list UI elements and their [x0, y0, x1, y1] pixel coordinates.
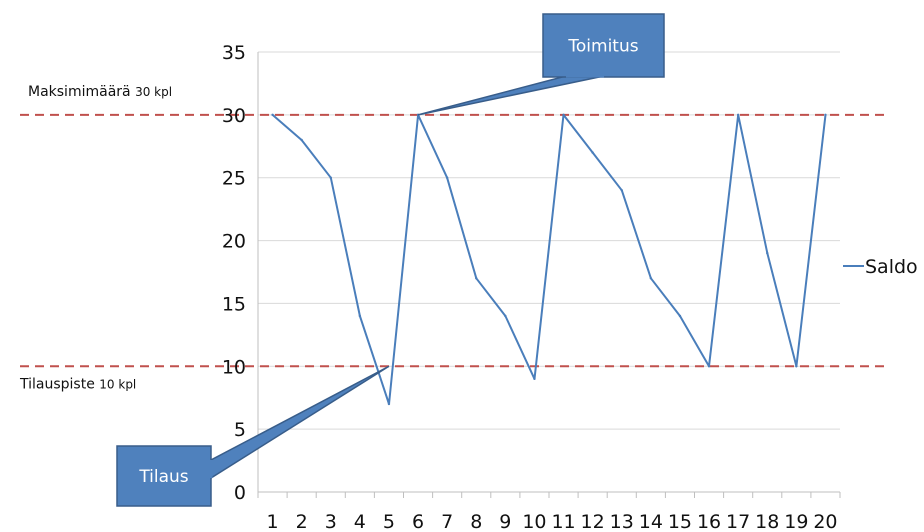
- data-point-16: [707, 365, 711, 368]
- x-tick-label-17: 17: [726, 511, 750, 532]
- data-point-13: [620, 189, 623, 192]
- x-tick-label-18: 18: [755, 511, 779, 532]
- callout-toimitus-box: [542, 13, 665, 78]
- y-tick-label-30: 30: [222, 105, 246, 127]
- y-tick-label-35: 35: [222, 42, 246, 64]
- x-tick-label-16: 16: [697, 511, 721, 532]
- x-tick-label-14: 14: [639, 511, 663, 532]
- data-point-12: [591, 151, 594, 154]
- callouts: Toimitus Tilaus: [116, 13, 665, 507]
- y-tick-label-5: 5: [234, 419, 246, 441]
- data-point-11: [562, 113, 565, 117]
- data-point-3: [329, 176, 332, 179]
- data-point-20: [824, 113, 827, 117]
- data-point-8: [475, 277, 478, 280]
- data-point-19: [795, 365, 798, 368]
- y-tick-label-0: 0: [234, 482, 246, 504]
- x-tick-label-12: 12: [581, 511, 605, 532]
- x-tick-label-11: 11: [551, 511, 575, 532]
- reference-label-10: Tilauspiste 10 kpl: [19, 376, 136, 392]
- x-tick-label-4: 4: [354, 511, 366, 532]
- reference-label-30: Maksimimäärä 30 kpl: [28, 84, 172, 100]
- y-tick-label-25: 25: [222, 168, 246, 190]
- series-saldo: [271, 113, 827, 406]
- y-tick-labels: 0 5 10 15 20 25 30 35: [222, 42, 246, 504]
- reference-lines: Maksimimäärä 30 kpl Tilauspiste 10 kpl: [19, 84, 890, 392]
- series-line-saldo: [271, 113, 827, 405]
- x-tick-label-8: 8: [470, 511, 482, 532]
- x-tick-label-15: 15: [668, 511, 692, 532]
- data-point-18: [766, 251, 769, 255]
- x-tick-label-20: 20: [813, 511, 837, 532]
- x-tick-label-7: 7: [441, 511, 453, 532]
- y-tick-label-10: 10: [222, 356, 246, 378]
- data-point-10: [533, 377, 536, 381]
- x-tick-labels: 1 2 3 4 5 6 7 8 9 10 11 12 13 14 15 16 17 18 19 20: [267, 511, 838, 532]
- legend-label-saldo: Saldo: [865, 256, 918, 278]
- data-point-2: [300, 138, 303, 142]
- callout-tilaus-text: Tilaus: [138, 467, 188, 487]
- callout-toimitus-text: Toimitus: [567, 37, 638, 57]
- x-tick-label-1: 1: [267, 511, 279, 532]
- legend: Saldo: [843, 256, 918, 278]
- x-tick-label-10: 10: [522, 511, 546, 532]
- x-tick-label-19: 19: [784, 511, 808, 532]
- data-point-4: [358, 314, 362, 318]
- x-tick-label-9: 9: [499, 511, 511, 532]
- callout-tilaus-box: [116, 445, 212, 507]
- x-tick-label-6: 6: [412, 511, 424, 532]
- y-tick-label-20: 20: [222, 231, 246, 253]
- y-tick-label-15: 15: [222, 293, 246, 315]
- data-point-9: [504, 314, 507, 318]
- data-point-17: [736, 113, 740, 117]
- x-tick-label-13: 13: [610, 511, 634, 532]
- data-point-15: [678, 314, 682, 318]
- axes: [257, 52, 841, 498]
- data-point-1: [271, 113, 274, 117]
- data-point-14: [649, 277, 653, 280]
- data-point-7: [445, 176, 449, 179]
- x-tick-label-5: 5: [383, 511, 395, 532]
- callout-toimitus-pointer: [417, 75, 605, 116]
- x-tick-label-3: 3: [325, 511, 337, 532]
- data-point-5: [387, 402, 391, 406]
- x-tick-label-2: 2: [296, 511, 308, 532]
